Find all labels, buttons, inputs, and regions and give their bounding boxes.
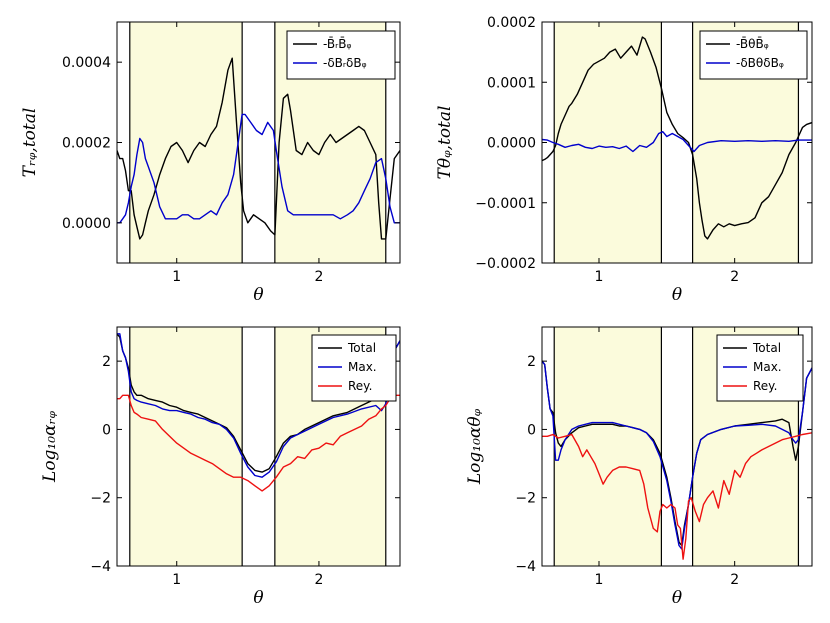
y-tick-label: 0.0001 — [487, 75, 536, 91]
series-line — [542, 36, 812, 240]
legend-box — [311, 334, 397, 402]
shaded-band — [554, 22, 662, 263]
y-tick-label: −0.0001 — [475, 196, 536, 212]
y-tick-label: 0.0000 — [487, 136, 536, 152]
legend-label: Max. — [753, 360, 782, 374]
x-axis-label: θ — [672, 588, 682, 608]
panel-bottom-left: 1 2 −4 −2 0 2 θ Log₁₀αᵣᵩ Total Max. Rey. — [40, 326, 401, 608]
legend-box — [716, 334, 804, 402]
legend: -B̄ᵣB̄ᵩ -δBᵣδBᵩ — [286, 30, 396, 80]
panel-bottom-right: 1 2 −4 −2 0 2 θ Log₁₀αθᵩ Total Max. Rey. — [465, 326, 813, 608]
legend-label: -δBθδBᵩ — [736, 56, 784, 70]
x-tick-label: 2 — [730, 269, 739, 285]
y-tick-label: 0.0004 — [62, 55, 111, 71]
x-tick-label: 1 — [595, 572, 604, 588]
panel-top-left: 1 2 0.0000 0.0002 0.0004 θ Tᵣᵩ,total -B̄ᵣB̄ᵩ -δB… — [20, 21, 401, 305]
series-line — [117, 57, 400, 240]
legend-label: Total — [347, 341, 376, 355]
y-tick-label: 2 — [527, 354, 536, 370]
legend-label: -B̄θB̄ᵩ — [736, 37, 769, 51]
shaded-band — [129, 327, 243, 566]
y-tick-label: −4 — [515, 559, 536, 575]
legend-label: -B̄ᵣB̄ᵩ — [323, 37, 351, 51]
series-line — [117, 333, 400, 473]
legend-label: -δBᵣδBᵩ — [323, 56, 367, 70]
y-tick-label: 0 — [102, 422, 111, 438]
axes-frame — [116, 326, 401, 567]
legend-box — [286, 30, 396, 80]
legend-label: Rey. — [753, 379, 777, 393]
shaded-band — [129, 22, 243, 263]
x-axis-label: θ — [253, 588, 263, 608]
y-tick-label: −0.0002 — [475, 256, 536, 272]
legend-label: Rey. — [348, 379, 372, 393]
series-line — [542, 360, 812, 550]
series-line — [542, 130, 812, 153]
y-axis-label: Log₁₀αθᵩ — [465, 408, 485, 485]
y-tick-label: −2 — [90, 491, 111, 507]
y-tick-label: −2 — [515, 491, 536, 507]
y-axis-label: Tθᵩ,total — [435, 106, 455, 180]
panel-top-right: 1 2 −0.0002 −0.0001 0.0000 0.0001 0.0002 θ Tθᵩ,t… — [435, 15, 813, 305]
y-tick-label: −4 — [90, 559, 111, 575]
y-tick-label: 2 — [102, 354, 111, 370]
y-tick-label: 0.0002 — [487, 15, 536, 31]
x-axis-label: θ — [672, 285, 682, 305]
legend-box — [699, 30, 808, 80]
legend: Total Max. Rey. — [311, 334, 397, 402]
x-tick-label: 2 — [314, 269, 323, 285]
y-axis-label: Tᵣᵩ,total — [20, 108, 40, 178]
x-tick-label: 1 — [595, 269, 604, 285]
y-tick-label: 0 — [527, 422, 536, 438]
series-line — [117, 394, 400, 492]
series-line — [542, 432, 812, 560]
axes-frame — [541, 326, 813, 567]
legend-label: Total — [752, 341, 781, 355]
series-line — [117, 333, 400, 478]
x-axis-label: θ — [253, 285, 263, 305]
x-tick-label: 1 — [172, 269, 181, 285]
y-axis-label: Log₁₀αᵣᵩ — [40, 411, 60, 483]
x-tick-label: 1 — [172, 572, 181, 588]
legend: -B̄θB̄ᵩ -δBθδBᵩ — [699, 30, 808, 80]
series-line — [117, 113, 400, 224]
legend-label: Max. — [348, 360, 377, 374]
y-tick-label: 0.0002 — [62, 136, 111, 152]
shaded-band — [554, 327, 662, 566]
y-tick-label: 0.0000 — [62, 216, 111, 232]
x-tick-label: 2 — [730, 572, 739, 588]
legend: Total Max. Rey. — [716, 334, 804, 402]
x-tick-label: 2 — [314, 572, 323, 588]
